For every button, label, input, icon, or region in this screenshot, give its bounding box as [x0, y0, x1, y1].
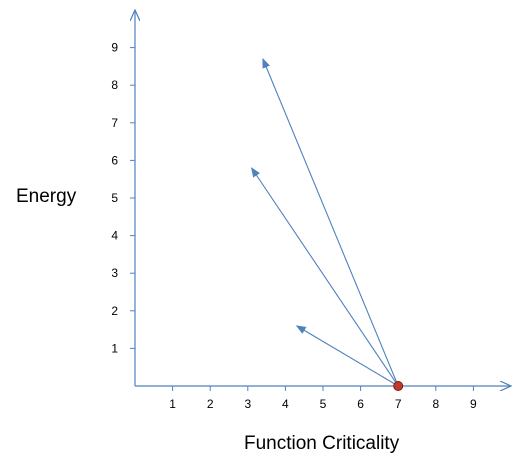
- x-tick-label: 5: [320, 397, 327, 411]
- y-tick-label: 9: [111, 41, 118, 55]
- vector-arrow-3: [262, 57, 399, 387]
- y-tick-label: 5: [111, 191, 118, 205]
- vector-group: [251, 57, 399, 387]
- vector-arrow-2: [251, 167, 399, 387]
- point-group: [393, 381, 404, 391]
- x-tick-label: 7: [395, 397, 402, 411]
- x-axis-title: Function Criticality: [244, 433, 400, 454]
- x-tick-label: 8: [432, 397, 439, 411]
- x-tick-label: 6: [357, 397, 364, 411]
- x-tick-label: 3: [244, 397, 251, 411]
- y-axis-title: Energy: [16, 186, 77, 207]
- vector-arrow-1: [295, 325, 399, 387]
- x-tick-group: 1 2 3 4 5 6 7 8 9: [169, 386, 477, 411]
- y-tick-label: 3: [111, 266, 118, 280]
- x-tick-label: 1: [169, 397, 176, 411]
- y-tick-label: 7: [111, 116, 118, 130]
- y-tick-label: 8: [111, 78, 118, 92]
- x-tick-label: 9: [470, 397, 477, 411]
- y-tick-label: 6: [111, 153, 118, 167]
- x-tick-label: 2: [207, 397, 214, 411]
- y-tick-group: 1 2 3 4 5 6 7 8 9: [111, 41, 135, 355]
- y-tick-label: 4: [111, 229, 118, 243]
- origin-point: [393, 381, 404, 391]
- x-tick-label: 4: [282, 397, 289, 411]
- y-tick-label: 2: [111, 304, 118, 318]
- y-tick-label: 1: [111, 341, 118, 355]
